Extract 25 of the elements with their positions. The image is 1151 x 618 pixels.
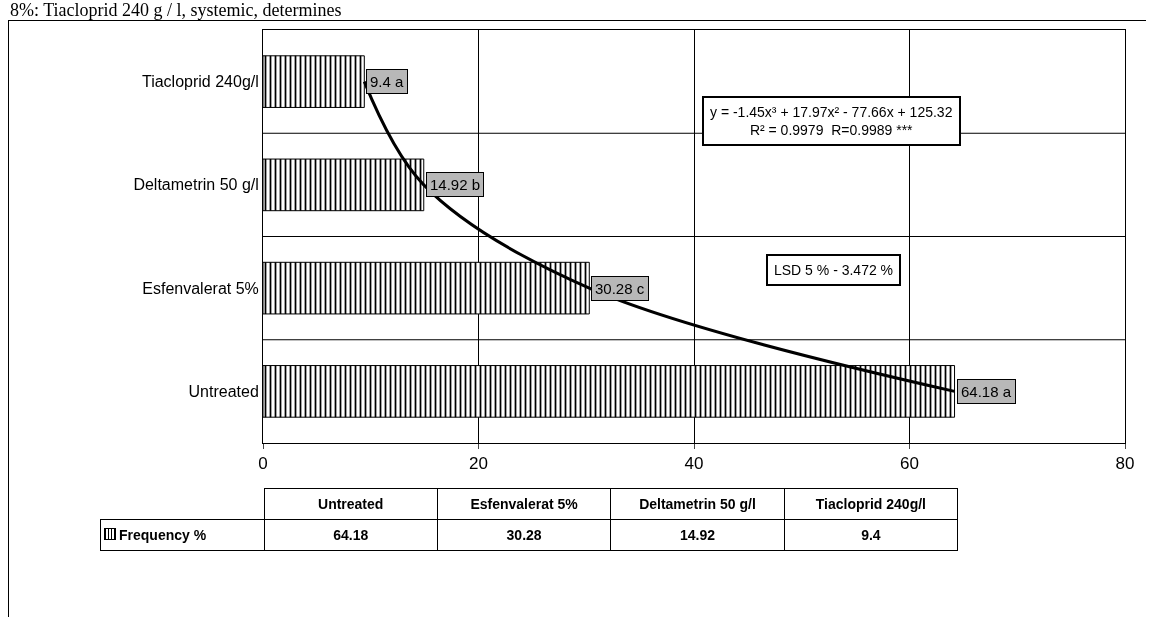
- category-label: Untreated: [264, 488, 438, 520]
- y-tick-label: Tiacloprid 240g/l: [141, 73, 259, 91]
- category-label: Deltametrin 50 g/l: [610, 488, 785, 520]
- data-label: 64.18 a: [961, 383, 1012, 400]
- data-label: 30.28 c: [595, 280, 645, 297]
- annotation: y = -1.45x³ + 17.97x² - 77.66x + 125.32 R² = 0.9979 R=0.9989 ***: [710, 104, 953, 139]
- data-label: 64.18: [264, 519, 438, 551]
- data-label: 30.28: [437, 519, 611, 551]
- chart-title: 8%: Tiacloprid 240 g / l, systemic, determines: [10, 0, 342, 21]
- annotation: LSD 5 % - 3.472 %: [774, 262, 894, 278]
- x-tick-label: 80: [1115, 454, 1135, 474]
- data-label: 14.92 b: [430, 176, 481, 193]
- data-label: 14.92: [610, 519, 785, 551]
- category-label: Tiacloprid 240g/l: [784, 488, 958, 520]
- x-tick-label: 40: [684, 454, 704, 474]
- y-tick-label: Esfenvalerat 5%: [142, 279, 259, 297]
- y-tick-label: Untreated: [188, 382, 259, 400]
- data-label: 9.4 a: [370, 73, 405, 90]
- x-tick-label: 60: [900, 454, 919, 474]
- legend-label: Frequency %: [100, 519, 264, 551]
- x-tick-label: 20: [469, 454, 488, 474]
- y-tick-label: Deltametrin 50 g/l: [133, 176, 259, 194]
- data-label: 9.4: [784, 519, 958, 551]
- x-tick-label: 0: [258, 454, 268, 474]
- category-label: Esfenvalerat 5%: [437, 488, 611, 520]
